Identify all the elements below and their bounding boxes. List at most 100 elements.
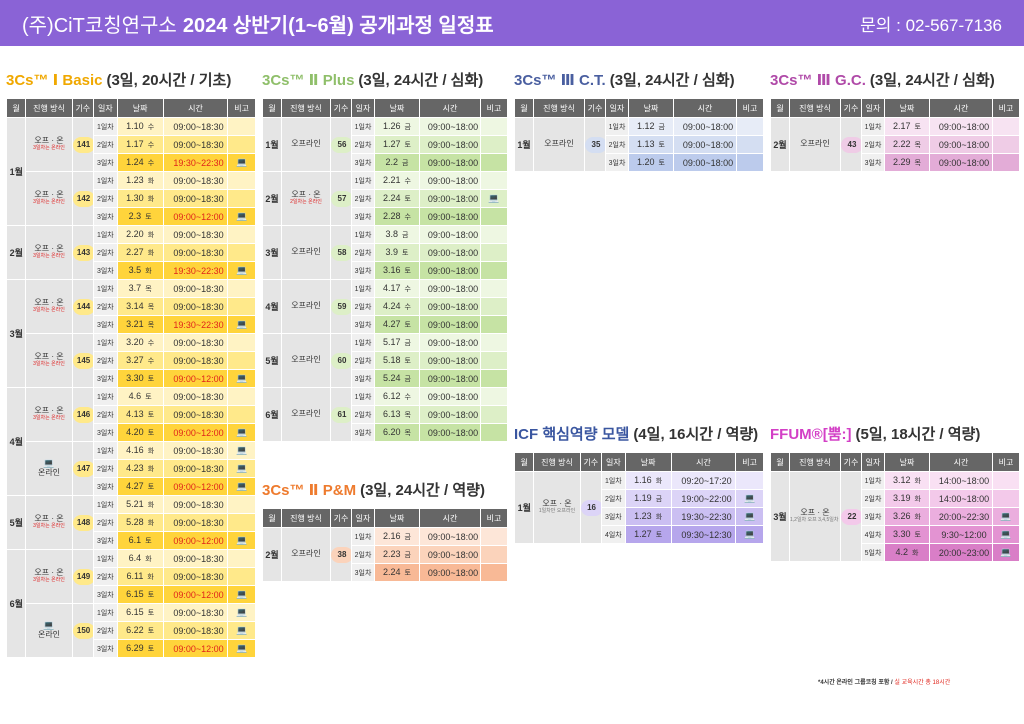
date-value: 3.20: [126, 337, 144, 347]
section-basic: 3Cs™ Ⅰ Basic (3일, 20시간 / 기초) 월 진행 방식 기수 일자 날짜 시…: [6, 70, 256, 658]
day-cell: 1일차: [352, 226, 374, 243]
day-cell: 1일차: [94, 280, 117, 297]
laptop-icon: 💻: [736, 490, 763, 507]
method-cell: 오프 · 온 1일차만 오프라인: [534, 472, 580, 543]
date-cell: 2.24 토: [375, 564, 419, 581]
schedule-row: 1월 오프라인 35 1일차 1.12 금 09:00~18:00: [515, 118, 763, 171]
weekday: 화: [914, 514, 921, 521]
schedule-row: 💻 온라인 147 1일차 4.16 화 09:00~18:30 💻: [7, 442, 255, 495]
weekday: 목: [404, 430, 411, 437]
col-header: 시간: [420, 99, 480, 117]
course-name: 3Cs™ Ⅲ G.C.: [770, 72, 866, 89]
date-value: 3.16: [383, 265, 401, 275]
weekday: 화: [145, 268, 152, 275]
weekday: 금: [404, 340, 411, 347]
note-cell: [737, 136, 763, 153]
date-value: 1.24: [126, 157, 144, 167]
day-cell: 1일차: [94, 388, 117, 405]
course-subtitle: (3일, 24시간 / 심화): [869, 72, 995, 89]
laptop-icon: 💻: [228, 460, 255, 477]
cohort-badge: 22: [841, 508, 861, 525]
weekday: 화: [145, 556, 152, 563]
schedule-row: 2일차 2.27 화 09:00~18:30: [7, 244, 255, 261]
day-cell: 2일차: [352, 136, 374, 153]
time-cell: 09:00~12:00: [163, 586, 228, 603]
time-cell: 09:30~12:30: [671, 526, 736, 543]
method-cell: 오프 · 온 3일차는 온라인: [26, 226, 72, 279]
note-cell: [228, 550, 255, 567]
month-cell: 6월: [7, 550, 26, 657]
note-cell: [228, 244, 255, 261]
weekday: 금: [655, 496, 663, 503]
date-value: 3.27: [126, 355, 144, 365]
weekday: 토: [147, 628, 155, 635]
day-cell: 1일차: [352, 118, 374, 135]
date-cell: 4.27 토: [375, 316, 419, 333]
day-cell: 2일차: [352, 406, 374, 423]
date-value: 2.24: [383, 193, 401, 203]
day-cell: 2일차: [862, 136, 884, 153]
date-cell: 4.16 화: [117, 442, 163, 459]
date-cell: 3.30 토: [117, 370, 163, 387]
date-cell: 6.12 수: [375, 388, 419, 405]
schedule-row: 3일차 2.28 수 09:00~18:00: [263, 208, 507, 225]
cohort-badge: 148: [72, 514, 94, 531]
date-cell: 6.15 토: [117, 604, 163, 621]
date-value: 2.17: [893, 121, 911, 131]
section-icf: ICF 핵심역량 모델 (4일, 16시간 / 역량) 월 진행 방식 기수 일자 날짜 시간…: [514, 424, 764, 544]
date-cell: 4.27 토: [117, 478, 163, 495]
header-row: 월 진행 방식 기수 일자 날짜 시간 비고: [515, 453, 763, 471]
col-header: 진행 방식: [534, 99, 584, 117]
method-cell: 오프라인: [282, 226, 330, 279]
note-cell: [228, 226, 255, 243]
course-subtitle: (3일, 24시간 / 심화): [358, 72, 484, 89]
day-cell: 2일차: [94, 568, 117, 585]
section-pm: 3Cs™ Ⅱ P&M (3일, 24시간 / 역량) 월 진행 방식 기수 일자 날짜 시간 비…: [262, 480, 508, 582]
col-header: 기수: [585, 99, 605, 117]
col-header: 진행 방식: [790, 99, 840, 117]
col-header: 날짜: [117, 99, 163, 117]
col-header: 기수: [841, 453, 861, 471]
cohort-cell: 58: [331, 226, 351, 279]
section-title: ICF 핵심역량 모델 (4일, 16시간 / 역량): [514, 424, 764, 446]
note-cell: [228, 496, 255, 513]
method-cell: 오프 · 온 3일차는 온라인: [26, 388, 72, 441]
day-cell: 3일차: [862, 508, 884, 525]
month-cell: 1월: [515, 118, 533, 171]
schedule-row: 2월 오프라인 43 1일차 2.17 토 09:00~18:00: [771, 118, 1019, 171]
schedule-row: 2일차 3.27 수 09:00~18:30: [7, 352, 255, 369]
time-cell: 09:00~18:00: [420, 528, 480, 545]
date-cell: 3.27 수: [117, 352, 163, 369]
date-cell: 2.2 금: [375, 154, 419, 171]
month-cell: 3월: [7, 280, 26, 387]
method-label: 오프라인: [291, 247, 321, 257]
method-cell: 오프 · 온 1,2일차 오프 3,4,5일차 온: [790, 472, 840, 561]
weekday: 금: [404, 552, 411, 559]
laptop-icon: 💻: [228, 370, 255, 387]
schedule-row: 5일차 4.2 화 20:00~23:00 💻: [771, 544, 1019, 561]
method-note: 3일차는 온라인: [33, 307, 65, 314]
schedule-row: 2일차 4.23 화 09:00~18:30 💻: [7, 460, 255, 477]
schedule-row: 3일차 3.30 토 09:00~12:00 💻: [7, 370, 255, 387]
cohort-cell: 60: [331, 334, 351, 387]
note-cell: [481, 280, 507, 297]
schedule-row: 2일차 3.14 목 09:00~18:30: [7, 298, 255, 315]
day-cell: 1일차: [352, 528, 374, 545]
time-cell: 09:00~18:30: [163, 604, 228, 621]
schedule-row: 오프 · 온 3일차는 온라인 145 1일차 3.20 수 09:00~18:30: [7, 334, 255, 387]
time-cell: 09:00~18:00: [420, 388, 480, 405]
date-cell: 3.26 화: [885, 508, 929, 525]
col-header: 시간: [671, 453, 736, 471]
weekday: 토: [914, 532, 921, 539]
date-value: 3.5: [128, 265, 142, 275]
time-cell: 09:00~18:00: [420, 352, 480, 369]
day-cell: 1일차: [602, 472, 625, 489]
weekday: 토: [147, 646, 155, 653]
date-cell: 5.28 화: [117, 514, 163, 531]
header-row: 월 진행 방식 기수 일자 날짜 시간 비고: [7, 99, 255, 117]
time-cell: 09:00~18:30: [163, 298, 228, 315]
date-cell: 2.28 수: [375, 208, 419, 225]
course-name: 3Cs™ Ⅱ P&M: [262, 482, 357, 499]
month-cell: 2월: [263, 528, 281, 581]
schedule-row: 2일차 6.22 토 09:00~18:30 💻: [7, 622, 255, 639]
